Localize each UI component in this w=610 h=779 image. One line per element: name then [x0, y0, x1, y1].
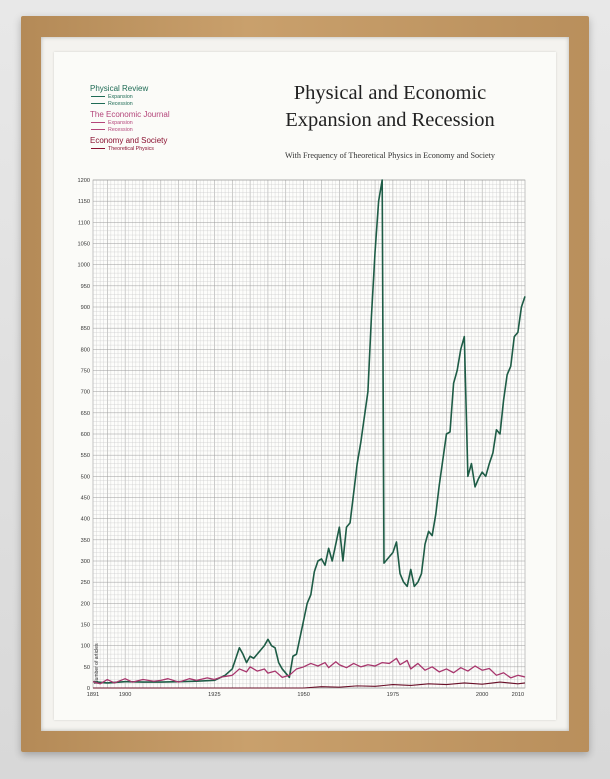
- x-tick-label: 2010: [512, 692, 524, 698]
- y-axis-label: Number of articles: [94, 643, 100, 684]
- y-tick-label: 1100: [78, 220, 90, 226]
- x-tick-label: 1925: [208, 692, 220, 698]
- legend-label: Expansion: [108, 119, 133, 126]
- legend: Physical Review Expansion Recession The …: [90, 84, 240, 155]
- y-tick-label: 150: [81, 623, 90, 629]
- y-tick-label: 800: [81, 347, 90, 353]
- y-tick-label: 200: [81, 601, 90, 607]
- series-line-2: [92, 657, 526, 685]
- y-tick-label: 300: [81, 559, 90, 565]
- legend-label: Expansion: [108, 93, 133, 100]
- poster-title: Physical and Economic Expansion and Rece…: [240, 80, 540, 134]
- y-tick-label: 400: [81, 517, 90, 523]
- y-tick-label: 950: [81, 284, 90, 290]
- y-tick-label: 850: [81, 326, 90, 332]
- series-line-1: [92, 179, 526, 684]
- y-tick-label: 700: [81, 390, 90, 396]
- y-tick-label: 1000: [78, 263, 90, 269]
- x-tick-label: 2000: [476, 692, 488, 698]
- y-tick-label: 650: [81, 411, 90, 417]
- legend-swatch: [91, 129, 105, 130]
- y-tick-label: 500: [81, 474, 90, 480]
- title-line-2: Expansion and Recession: [285, 109, 495, 131]
- legend-item: Recession: [90, 126, 240, 133]
- y-tick-label: 600: [81, 432, 90, 438]
- legend-head: The Economic Journal: [90, 110, 170, 119]
- y-tick-label: 900: [81, 305, 90, 311]
- y-tick-label: 100: [81, 644, 90, 650]
- legend-swatch: [91, 103, 105, 104]
- legend-item: Expansion: [90, 119, 240, 126]
- x-tick-label: 1975: [387, 692, 399, 698]
- legend-label: Recession: [108, 100, 133, 107]
- legend-item: Recession: [90, 100, 240, 107]
- legend-group-economic-journal: The Economic Journal Expansion Recession: [90, 110, 240, 133]
- y-tick-label: 350: [81, 538, 90, 544]
- x-tick-label: 1891: [87, 692, 99, 698]
- x-tick-label: 1950: [297, 692, 309, 698]
- legend-swatch: [91, 96, 105, 97]
- y-tick-label: 750: [81, 369, 90, 375]
- legend-head: Physical Review: [90, 84, 149, 93]
- y-tick-label: 0: [87, 686, 90, 692]
- title-line-1: Physical and Economic: [293, 82, 487, 104]
- y-tick-label: 450: [81, 496, 90, 502]
- y-tick-label: 50: [84, 665, 90, 671]
- legend-label: Recession: [108, 126, 133, 133]
- legend-item: Theoretical Physics: [90, 145, 240, 152]
- legend-item: Expansion: [90, 93, 240, 100]
- y-tick-label: 1150: [78, 199, 90, 205]
- legend-group-economy-society: Economy and Society Theoretical Physics: [90, 136, 240, 152]
- poster-subtitle: With Frequency of Theoretical Physics in…: [284, 151, 496, 160]
- y-tick-label: 1050: [78, 242, 90, 248]
- legend-swatch: [91, 148, 105, 149]
- y-tick-label: 250: [81, 580, 90, 586]
- legend-head: Economy and Society: [90, 136, 168, 145]
- legend-swatch: [91, 122, 105, 123]
- series-line-3: [93, 681, 526, 689]
- legend-group-physical-review: Physical Review Expansion Recession: [90, 84, 240, 107]
- y-tick-label: 550: [81, 453, 90, 459]
- y-tick-label: 1200: [78, 178, 90, 184]
- legend-label: Theoretical Physics: [108, 145, 154, 152]
- x-tick-label: 1900: [119, 692, 131, 698]
